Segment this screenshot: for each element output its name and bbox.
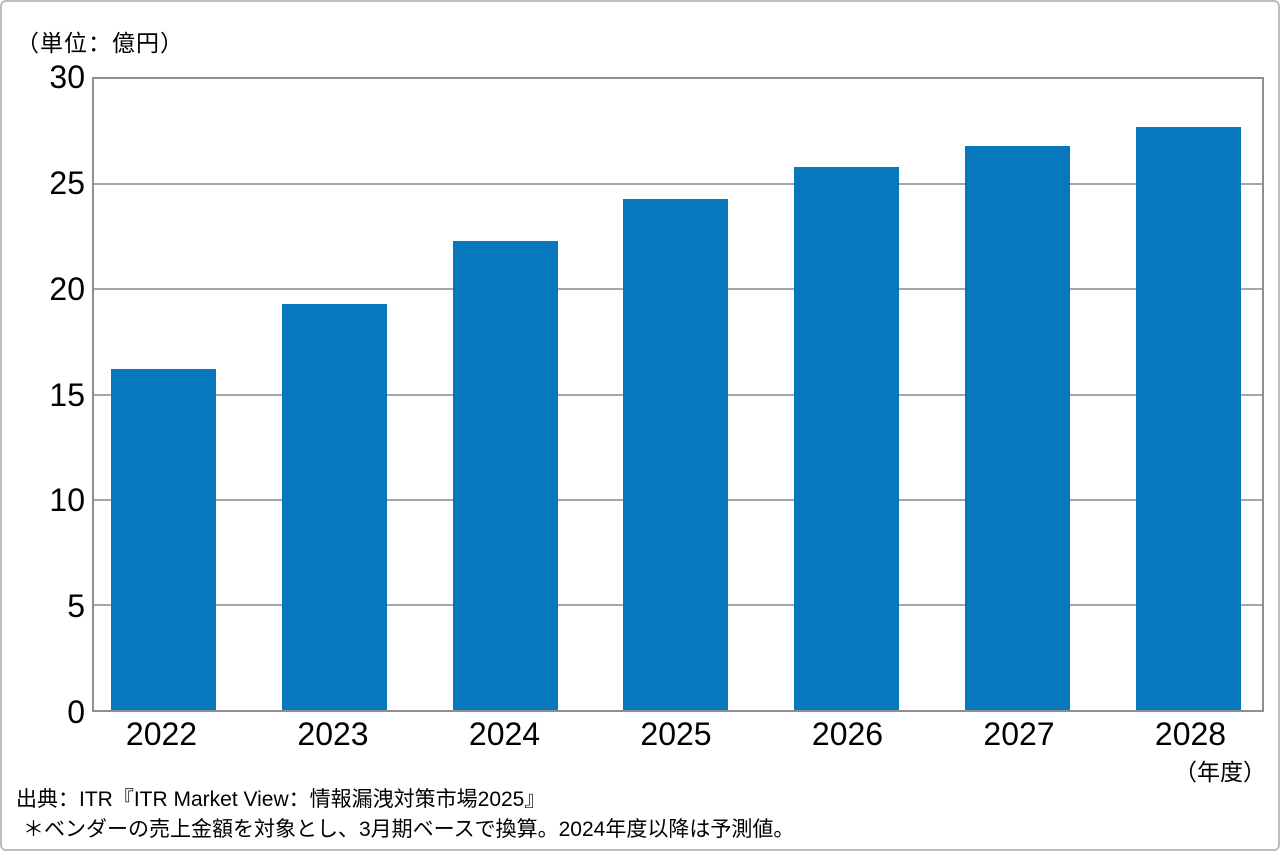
gridline-25 [94,183,1262,186]
x-tick-label-2024: 2024 [468,716,541,752]
bar-2028 [1135,127,1241,710]
x-tick-label-2026: 2026 [811,716,884,752]
footnotes: 出典：ITR『ITR Market View：情報漏洩対策市場2025』 ＊ベン… [16,785,794,845]
x-tick-label-2027: 2027 [983,716,1055,752]
y-tick-label-5: 5 [67,588,85,625]
bar-2022 [111,369,216,710]
y-tick-label-10: 10 [49,482,85,519]
bar-2025 [623,198,729,710]
plot-area [92,77,1264,712]
y-axis-labels: 0 5 10 15 20 25 30 [2,61,92,728]
bars [94,79,1262,710]
bar-2024 [452,240,558,710]
bar-2026 [794,167,900,710]
y-tick-label-15: 15 [49,376,85,413]
y-tick-label-0: 0 [67,694,85,730]
bar-2027 [965,146,1071,710]
bar-2023 [281,304,387,710]
y-tick-label-25: 25 [49,164,85,201]
y-tick-label-20: 20 [49,270,85,307]
y-axis-unit-label: （単位：億円） [16,30,184,56]
x-tick-label-2025: 2025 [640,716,712,752]
x-tick-label-2022: 2022 [125,716,198,752]
x-axis-labels: 2022 2023 2024 2025 2026 2027 2028 [92,716,1264,753]
x-tick-label-2028: 2028 [1154,716,1227,752]
x-axis-unit-label: （年度） [1174,759,1266,785]
y-tick-label-30: 30 [49,59,85,95]
note-text: ＊ベンダーの売上金額を対象とし、3月期ベースで換算。2024年度以降は予測値。 [23,818,795,841]
source-text: 出典：ITR『ITR Market View：情報漏洩対策市場2025』 [16,788,546,811]
x-tick-label-2023: 2023 [297,716,369,752]
